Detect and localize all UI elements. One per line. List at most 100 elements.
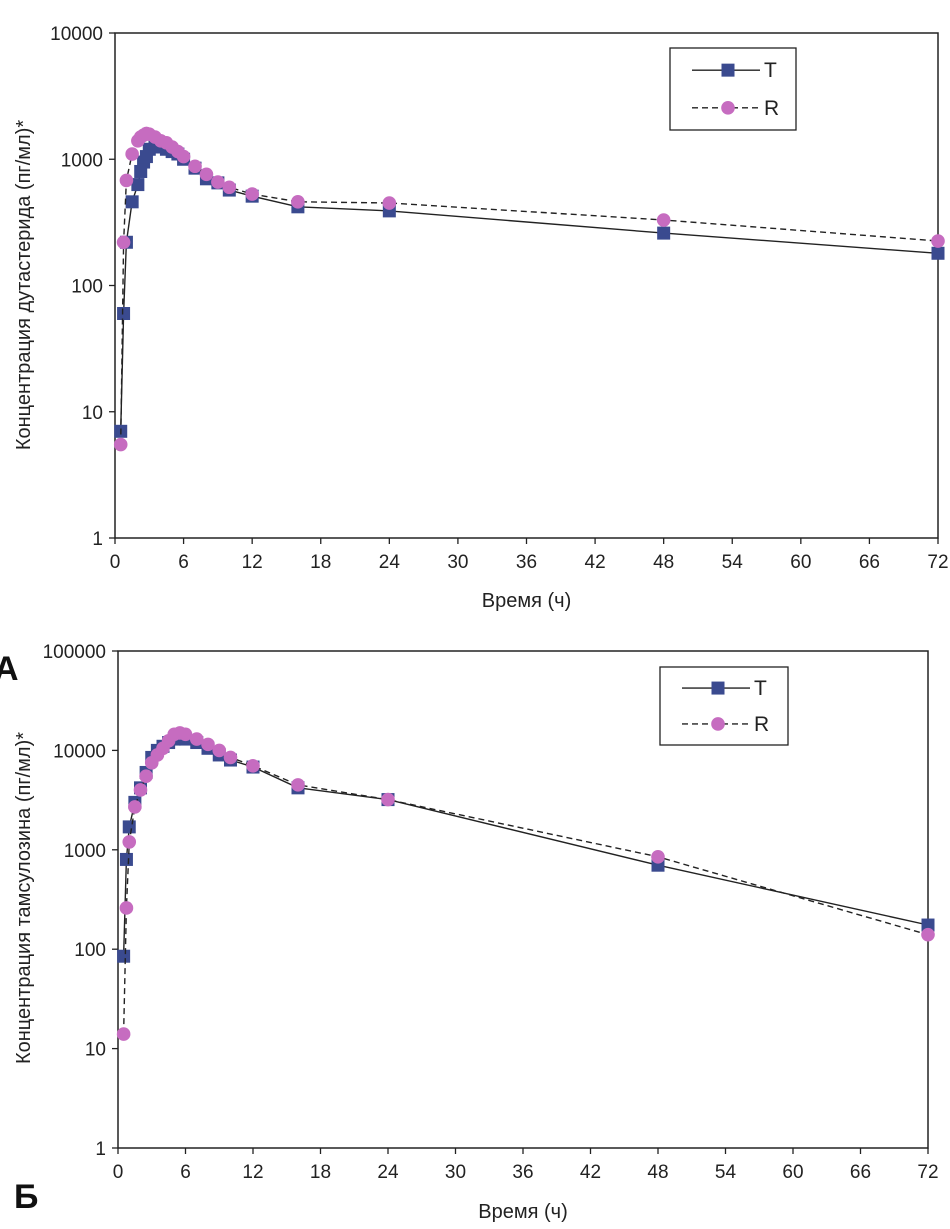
data-point-R xyxy=(931,234,945,248)
data-point-R xyxy=(223,750,238,765)
data-point-R xyxy=(291,778,305,792)
data-point-R xyxy=(189,732,204,746)
legend-box xyxy=(659,666,789,746)
data-point-T xyxy=(921,918,935,932)
data-point-R xyxy=(291,195,305,209)
x-tick-label: 24 xyxy=(377,1162,399,1183)
series-R xyxy=(113,126,945,452)
x-tick-label: 36 xyxy=(512,1162,533,1183)
legend-label-T: T xyxy=(764,59,777,82)
data-point-R xyxy=(119,901,134,915)
data-point-R xyxy=(382,196,397,210)
legend: TR xyxy=(669,47,797,131)
data-point-R xyxy=(178,727,193,742)
x-tick-label: 54 xyxy=(715,1162,737,1183)
y-tick-label: 100 xyxy=(74,940,106,961)
series-T xyxy=(117,730,935,963)
series-line-T xyxy=(120,144,939,432)
plot-frame xyxy=(117,650,929,1149)
legend-label-R: R xyxy=(764,97,779,120)
x-tick-label: 60 xyxy=(790,552,811,573)
legend: TR xyxy=(659,666,789,746)
legend-label-R: R xyxy=(754,713,769,736)
data-point-R xyxy=(651,850,665,864)
panel-label: A xyxy=(0,650,19,688)
panel-label: Б xyxy=(14,1178,38,1216)
x-tick-label: 12 xyxy=(242,1162,263,1183)
x-tick-label: 72 xyxy=(917,1162,938,1183)
x-tick-label: 72 xyxy=(927,552,948,573)
y-tick-label: 1 xyxy=(95,1139,106,1160)
chart-panel-1: 0 6 12 18 24 30 36 42 48 54 60 66 72 1 10 100 1000 10000 В… xyxy=(0,24,949,688)
data-point-R xyxy=(656,213,671,227)
data-point-T xyxy=(931,246,945,260)
data-point-R xyxy=(188,159,202,174)
data-point-R xyxy=(139,769,153,784)
series-line-R xyxy=(120,132,939,445)
x-tick-label: 6 xyxy=(180,1162,191,1183)
data-point-T xyxy=(117,949,131,963)
legend-marker-T xyxy=(721,63,735,77)
x-tick-label: 66 xyxy=(859,552,880,573)
y-tick-label: 10 xyxy=(82,403,103,424)
data-point-R xyxy=(222,180,237,195)
y-tick-label: 1000 xyxy=(64,841,106,862)
x-tick-label: 42 xyxy=(585,552,606,573)
x-tick-label: 12 xyxy=(242,552,263,573)
legend-label-T: T xyxy=(754,677,767,700)
data-point-T xyxy=(122,820,136,834)
y-tick-label: 10000 xyxy=(50,24,103,45)
data-point-R xyxy=(201,737,215,752)
data-point-R xyxy=(119,173,134,188)
data-point-R xyxy=(381,792,395,807)
legend-box xyxy=(669,47,797,131)
series-line-T xyxy=(122,736,929,957)
x-tick-label: 36 xyxy=(516,552,537,573)
data-point-R xyxy=(128,800,142,814)
data-point-R xyxy=(116,235,131,250)
legend-marker-R xyxy=(711,717,725,731)
data-point-R xyxy=(245,187,259,201)
x-tick-label: 18 xyxy=(310,552,331,573)
x-tick-label: 48 xyxy=(653,552,674,573)
plot-frame xyxy=(114,32,939,539)
x-tick-label: 24 xyxy=(379,552,401,573)
data-point-R xyxy=(921,927,935,942)
x-tick-label: 48 xyxy=(647,1162,668,1183)
data-point-R xyxy=(125,147,139,161)
series-T xyxy=(114,138,945,438)
data-point-R xyxy=(116,1027,131,1041)
data-point-R xyxy=(133,783,148,797)
data-point-R xyxy=(246,758,260,773)
data-point-R xyxy=(211,175,225,189)
y-axis-label: Концентрация дутастерида (пг/мл)* xyxy=(13,120,35,450)
x-tick-label: 30 xyxy=(445,1162,466,1183)
data-point-T xyxy=(119,852,133,866)
y-tick-label: 100000 xyxy=(43,642,106,663)
y-tick-label: 10000 xyxy=(53,741,106,762)
x-axis-label: Время (ч) xyxy=(482,590,571,612)
chart-panel-2: 0 6 12 18 24 30 36 42 48 54 60 66 72 1 10 100 1000 10000 1… xyxy=(13,642,939,1223)
data-point-R xyxy=(176,149,191,164)
x-tick-label: 6 xyxy=(178,552,189,573)
x-tick-label: 0 xyxy=(113,1162,124,1183)
x-tick-label: 42 xyxy=(580,1162,601,1183)
data-point-R xyxy=(212,743,227,758)
x-tick-label: 54 xyxy=(722,552,744,573)
x-tick-label: 66 xyxy=(850,1162,871,1183)
x-tick-label: 0 xyxy=(110,552,121,573)
x-axis-label: Время (ч) xyxy=(478,1201,567,1223)
series-R xyxy=(116,726,935,1041)
data-point-T xyxy=(117,307,131,321)
x-tick-label: 30 xyxy=(447,552,468,573)
data-point-R xyxy=(199,167,214,182)
x-tick-label: 60 xyxy=(782,1162,803,1183)
x-tick-label: 18 xyxy=(310,1162,331,1183)
data-point-T xyxy=(125,195,139,209)
y-tick-label: 1 xyxy=(92,529,103,550)
legend-marker-R xyxy=(721,101,735,115)
data-point-T xyxy=(131,178,145,192)
data-point-R xyxy=(113,437,128,452)
y-tick-label: 10 xyxy=(85,1040,106,1061)
